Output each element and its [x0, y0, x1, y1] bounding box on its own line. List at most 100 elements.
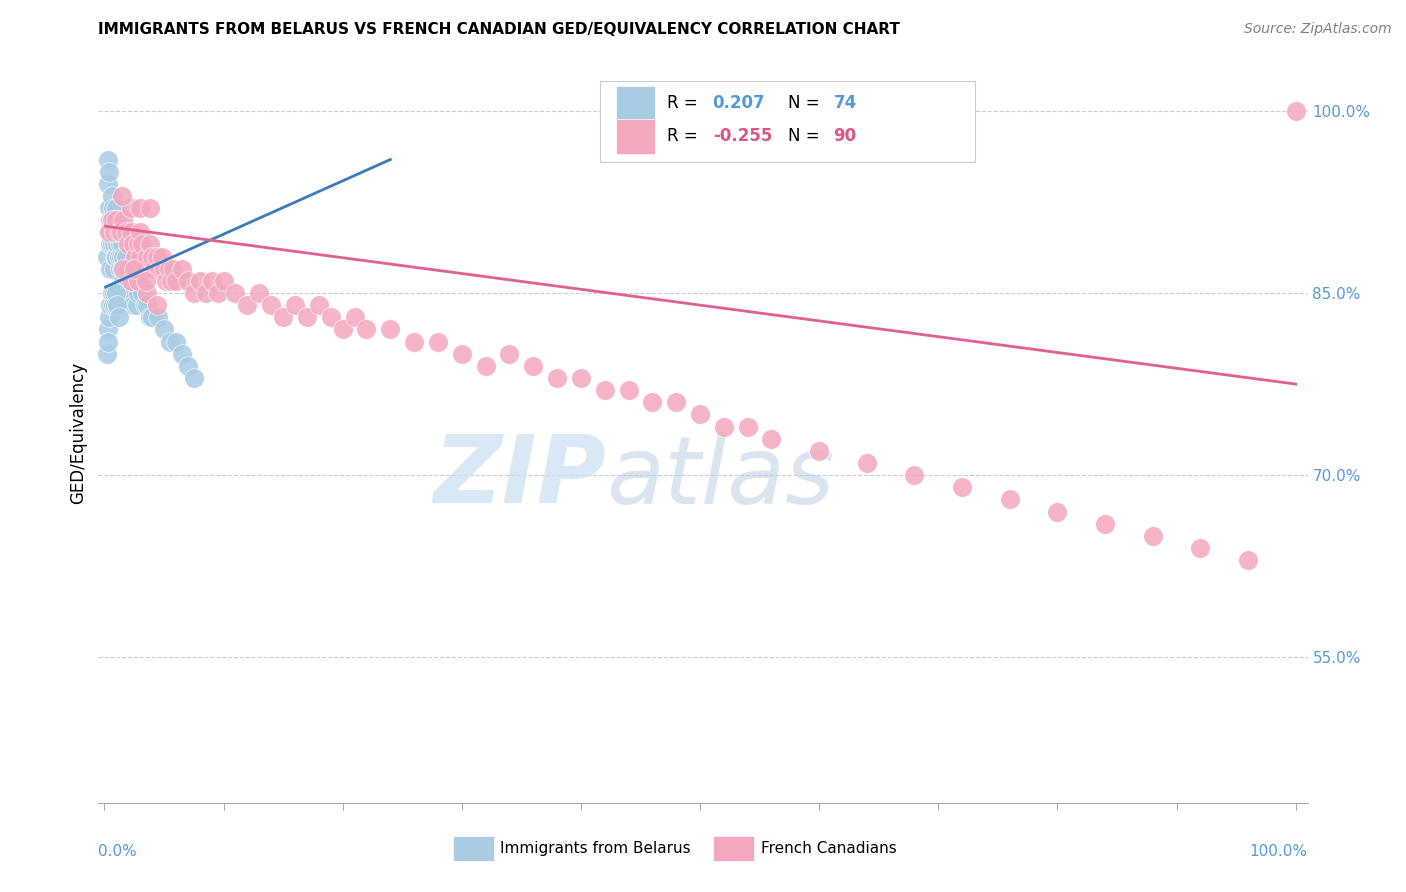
Point	[120, 274, 142, 288]
Point	[170, 347, 193, 361]
Point	[114, 225, 136, 239]
Point	[97, 153, 120, 167]
Point	[112, 213, 135, 227]
Point	[1189, 541, 1212, 555]
Point	[105, 286, 128, 301]
Point	[713, 419, 735, 434]
Point	[127, 274, 149, 288]
Point	[319, 310, 342, 325]
Point	[110, 225, 132, 239]
Point	[950, 480, 973, 494]
Point	[120, 286, 142, 301]
Point	[404, 334, 426, 349]
Point	[115, 261, 138, 276]
Point	[100, 189, 122, 203]
Point	[165, 274, 187, 288]
Text: N =: N =	[787, 95, 824, 112]
Point	[122, 261, 145, 276]
Point	[120, 201, 142, 215]
Point	[1142, 529, 1164, 543]
Point	[146, 250, 169, 264]
Point	[129, 274, 152, 288]
FancyBboxPatch shape	[600, 81, 976, 162]
Point	[129, 225, 152, 239]
Point	[998, 492, 1021, 507]
Point	[98, 261, 121, 276]
Point	[101, 298, 124, 312]
Point	[101, 201, 124, 215]
Point	[124, 250, 146, 264]
Point	[98, 310, 121, 325]
Point	[1094, 516, 1116, 531]
Point	[200, 274, 222, 288]
Point	[107, 250, 129, 264]
FancyBboxPatch shape	[616, 87, 655, 120]
Text: R =: R =	[666, 95, 703, 112]
Point	[343, 310, 366, 325]
Text: N =: N =	[787, 128, 824, 145]
Text: ZIP: ZIP	[433, 431, 606, 523]
Point	[105, 225, 128, 239]
Point	[474, 359, 496, 373]
Point	[103, 225, 125, 239]
FancyBboxPatch shape	[616, 120, 655, 153]
Point	[121, 274, 143, 288]
Point	[808, 443, 831, 458]
Point	[118, 274, 141, 288]
Point	[157, 261, 180, 276]
Point	[135, 274, 157, 288]
Point	[122, 298, 145, 312]
Point	[110, 225, 132, 239]
Text: 0.207: 0.207	[713, 95, 765, 112]
Point	[136, 298, 159, 312]
Point	[188, 274, 211, 288]
Point	[641, 395, 664, 409]
Point	[112, 274, 135, 288]
Point	[1285, 103, 1308, 118]
Point	[117, 261, 139, 276]
Point	[380, 322, 402, 336]
Text: 74: 74	[834, 95, 856, 112]
Point	[271, 310, 294, 325]
Point	[103, 213, 125, 227]
Point	[162, 261, 184, 276]
Point	[100, 213, 122, 227]
Point	[546, 371, 568, 385]
Point	[97, 322, 120, 336]
Point	[112, 261, 135, 276]
Point	[127, 237, 149, 252]
Point	[159, 334, 181, 349]
Point	[308, 298, 330, 312]
Point	[1237, 553, 1260, 567]
FancyBboxPatch shape	[713, 836, 754, 862]
Point	[114, 250, 136, 264]
Text: R =: R =	[666, 128, 703, 145]
Text: IMMIGRANTS FROM BELARUS VS FRENCH CANADIAN GED/EQUIVALENCY CORRELATION CHART: IMMIGRANTS FROM BELARUS VS FRENCH CANADI…	[98, 22, 900, 37]
Point	[104, 225, 127, 239]
Point	[617, 383, 640, 397]
Point	[98, 213, 121, 227]
Point	[136, 250, 159, 264]
Point	[569, 371, 592, 385]
Point	[108, 237, 131, 252]
Point	[183, 286, 205, 301]
Point	[153, 261, 176, 276]
Point	[450, 347, 472, 361]
Point	[141, 310, 163, 325]
Point	[105, 201, 128, 215]
Point	[332, 322, 354, 336]
Point	[124, 274, 146, 288]
Point	[103, 261, 125, 276]
Point	[103, 286, 125, 301]
Point	[98, 225, 121, 239]
Point	[183, 371, 205, 385]
Point	[108, 261, 131, 276]
Text: Immigrants from Belarus: Immigrants from Belarus	[501, 841, 690, 856]
Point	[114, 274, 136, 288]
Point	[101, 225, 124, 239]
Point	[98, 298, 121, 312]
Point	[260, 298, 283, 312]
Text: 0.0%: 0.0%	[98, 844, 138, 858]
Point	[104, 250, 127, 264]
Text: 90: 90	[834, 128, 856, 145]
